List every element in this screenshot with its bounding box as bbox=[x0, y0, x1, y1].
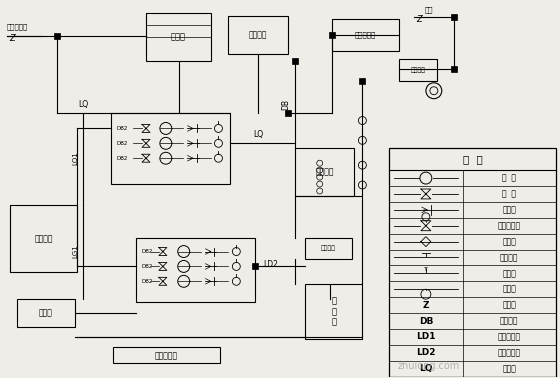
Text: 定压补水: 定压补水 bbox=[500, 316, 519, 325]
Bar bbox=[285, 110, 291, 116]
Text: 比例调节阀: 比例调节阀 bbox=[155, 351, 178, 360]
Bar bbox=[113, 347, 221, 363]
Text: zhulong.com: zhulong.com bbox=[398, 361, 460, 371]
Text: DB: DB bbox=[419, 316, 433, 325]
Text: 软化水箱: 软化水箱 bbox=[315, 167, 334, 177]
Text: DB2: DB2 bbox=[116, 141, 128, 146]
Text: 电动调控阀: 电动调控阀 bbox=[498, 221, 521, 230]
Bar bbox=[399, 59, 437, 81]
Text: 自来水: 自来水 bbox=[502, 301, 516, 310]
Text: 止回阀: 止回阀 bbox=[502, 205, 516, 214]
Text: DB2: DB2 bbox=[141, 264, 152, 269]
Text: LQ: LQ bbox=[419, 364, 433, 373]
Text: 集
水
器: 集 水 器 bbox=[331, 297, 336, 327]
Text: 制冷机组: 制冷机组 bbox=[35, 234, 53, 243]
Text: LD2: LD2 bbox=[416, 348, 436, 357]
Bar bbox=[389, 148, 556, 376]
Text: 水处理器: 水处理器 bbox=[410, 67, 426, 73]
Text: Z: Z bbox=[9, 34, 15, 43]
Text: 自来水补水: 自来水补水 bbox=[7, 23, 28, 29]
Text: T: T bbox=[424, 267, 428, 273]
Text: 冷却水: 冷却水 bbox=[502, 364, 516, 373]
Text: LQ1: LQ1 bbox=[72, 151, 78, 165]
Text: 压力表: 压力表 bbox=[502, 285, 516, 294]
Text: 分水器: 分水器 bbox=[39, 308, 53, 318]
Text: DB: DB bbox=[281, 99, 290, 110]
Bar bbox=[451, 66, 457, 72]
Text: DB2: DB2 bbox=[141, 249, 152, 254]
Bar bbox=[54, 33, 59, 39]
Text: Z: Z bbox=[416, 15, 422, 24]
Text: 冲塔水供水: 冲塔水供水 bbox=[498, 332, 521, 341]
Text: 水流开关: 水流开关 bbox=[500, 253, 519, 262]
Bar bbox=[305, 284, 362, 339]
Bar bbox=[292, 58, 298, 64]
Text: 水处理器: 水处理器 bbox=[321, 246, 336, 251]
Bar bbox=[360, 78, 365, 84]
Bar bbox=[332, 19, 399, 51]
Text: 水  泵: 水 泵 bbox=[502, 174, 516, 183]
Text: DB2: DB2 bbox=[116, 126, 128, 131]
Text: 图  例: 图 例 bbox=[463, 154, 483, 164]
Bar bbox=[136, 238, 255, 302]
Bar bbox=[451, 14, 457, 20]
Text: 冷却塔: 冷却塔 bbox=[171, 33, 186, 42]
Text: 截  阀: 截 阀 bbox=[502, 189, 516, 198]
Text: 除污器: 除污器 bbox=[502, 237, 516, 246]
Text: DB2: DB2 bbox=[116, 156, 128, 161]
Bar bbox=[295, 148, 354, 196]
Text: 冲塔水回水: 冲塔水回水 bbox=[498, 348, 521, 357]
Bar bbox=[17, 299, 74, 327]
Text: LQ: LQ bbox=[78, 99, 88, 108]
Bar bbox=[10, 205, 77, 273]
Text: 软化水装置: 软化水装置 bbox=[354, 32, 376, 39]
Text: Z: Z bbox=[423, 301, 429, 310]
Text: 补水: 补水 bbox=[424, 6, 433, 12]
Text: LD1: LD1 bbox=[416, 332, 436, 341]
Text: 温度计: 温度计 bbox=[502, 269, 516, 278]
Text: LQ: LQ bbox=[253, 130, 263, 139]
Bar bbox=[329, 32, 334, 38]
Text: LD2: LD2 bbox=[263, 260, 278, 269]
Bar bbox=[146, 13, 211, 61]
Bar bbox=[111, 113, 230, 184]
Bar bbox=[228, 16, 288, 54]
Text: DB2: DB2 bbox=[141, 279, 152, 284]
Text: 膨胀水箱: 膨胀水箱 bbox=[249, 31, 268, 40]
Bar bbox=[252, 263, 258, 270]
Bar bbox=[305, 238, 352, 259]
Text: LG1: LG1 bbox=[72, 245, 78, 259]
